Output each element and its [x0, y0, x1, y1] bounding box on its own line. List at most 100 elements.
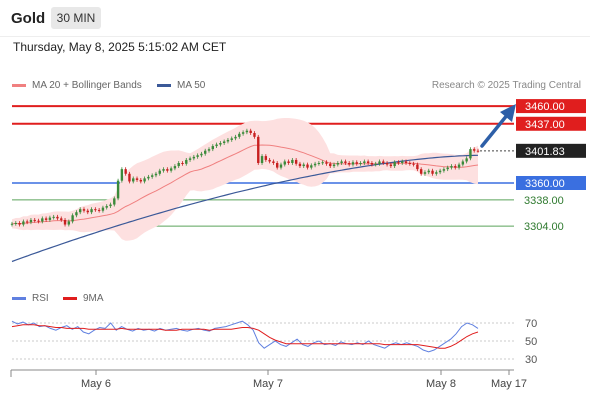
rsi-ma-legend-label: 9MA: [83, 293, 104, 304]
level-box-3360.00: [516, 176, 586, 190]
candle-body: [461, 161, 465, 165]
candle-body: [25, 221, 29, 223]
candle-body: [272, 161, 275, 164]
candle-body: [454, 166, 457, 168]
level-label-3460.00: 3460.00: [525, 101, 565, 113]
legend-rsi-ma: 9MA: [63, 293, 104, 304]
level-label-3338.00: 3338.00: [524, 195, 564, 207]
x-tick-label: May 8: [426, 378, 456, 390]
level-label-3437.00: 3437.00: [525, 119, 565, 131]
candle-body: [298, 163, 302, 167]
candle-body: [438, 170, 442, 173]
level-box-3460.00: [516, 99, 586, 114]
candle-body: [147, 176, 150, 179]
candle-body: [78, 209, 82, 213]
candle-body: [431, 170, 434, 174]
candle-body: [446, 167, 449, 170]
candle-body: [200, 153, 203, 156]
candle-body: [283, 161, 286, 165]
candle-body: [340, 161, 343, 164]
candle-body: [469, 149, 472, 159]
level-label-3304.00: 3304.00: [524, 221, 564, 233]
candle-body: [347, 163, 351, 165]
candle-body: [382, 161, 385, 164]
candle-body: [279, 164, 283, 168]
candle-body: [124, 169, 127, 174]
candle-body: [450, 166, 453, 168]
timestamp: Thursday, May 8, 2025 5:15:02 AM CET: [13, 40, 227, 54]
candle-body: [41, 218, 44, 222]
candle-body: [143, 178, 146, 182]
candle-body: [139, 179, 143, 182]
candle-body: [234, 136, 237, 139]
candle-body: [393, 162, 396, 167]
candle-body: [37, 220, 40, 222]
ma50-swatch: [157, 84, 171, 87]
candle-body: [219, 143, 222, 145]
candle-body: [245, 130, 249, 133]
legend-ma50: MA 50: [157, 80, 205, 91]
candle-body: [302, 164, 305, 167]
candle-body: [181, 163, 184, 165]
candle-body: [128, 173, 131, 182]
candle-body: [94, 209, 97, 211]
candle-body: [385, 163, 389, 165]
rsi-ma-line: [11, 324, 479, 349]
rsi-tick-label: 50: [525, 336, 537, 348]
candle-body: [476, 150, 480, 152]
candles: [10, 128, 480, 227]
bollinger-band: [12, 118, 478, 241]
candle-body: [442, 169, 446, 171]
candle-body: [313, 163, 317, 166]
candle-body: [86, 210, 89, 213]
rsi-tick-label: 70: [525, 318, 537, 330]
candle-body: [18, 222, 21, 225]
level-label-3360.00: 3360.00: [525, 178, 565, 190]
candle-body: [457, 164, 461, 168]
candle-body: [150, 175, 154, 177]
candle-body: [71, 215, 74, 222]
candle-body: [211, 146, 214, 150]
candle-body: [192, 156, 196, 159]
candle-body: [101, 207, 105, 211]
ma50-line: [11, 154, 479, 263]
rsi-ma-swatch: [63, 297, 77, 300]
candle-body: [317, 163, 321, 165]
timeframe-button[interactable]: 30 MIN: [51, 7, 101, 29]
candle-body: [185, 159, 188, 164]
candle-body: [105, 206, 108, 208]
candle-body: [48, 217, 52, 220]
candle-body: [465, 158, 468, 162]
candle-body: [52, 216, 55, 218]
x-tick-label: May 17: [491, 378, 527, 390]
rsi-swatch: [12, 297, 26, 300]
candle-body: [113, 198, 116, 205]
candle-body: [329, 163, 332, 167]
candle-body: [173, 166, 177, 169]
candle-body: [355, 162, 358, 164]
forecast-arrow-head: [500, 104, 516, 122]
candle-body: [56, 216, 59, 219]
candle-body: [215, 144, 218, 147]
candle-body: [427, 170, 430, 173]
candle-body: [473, 149, 476, 151]
candle-body: [109, 204, 112, 207]
candle-body: [188, 158, 192, 160]
candle-body: [33, 219, 36, 221]
rsi-legend-label: RSI: [32, 293, 49, 304]
candle-body: [294, 159, 298, 164]
candle-body: [90, 209, 93, 213]
candle-body: [416, 164, 419, 170]
candle-body: [287, 161, 290, 164]
candle-body: [196, 155, 199, 157]
candle-body: [97, 209, 101, 211]
candle-body: [423, 172, 427, 174]
candle-body: [116, 180, 120, 199]
candle-body: [241, 132, 245, 134]
legend-rsi: RSI: [12, 293, 49, 304]
candle-body: [135, 178, 139, 180]
candle-body: [374, 163, 377, 165]
candle-body: [257, 136, 260, 164]
candle-body: [67, 221, 71, 225]
